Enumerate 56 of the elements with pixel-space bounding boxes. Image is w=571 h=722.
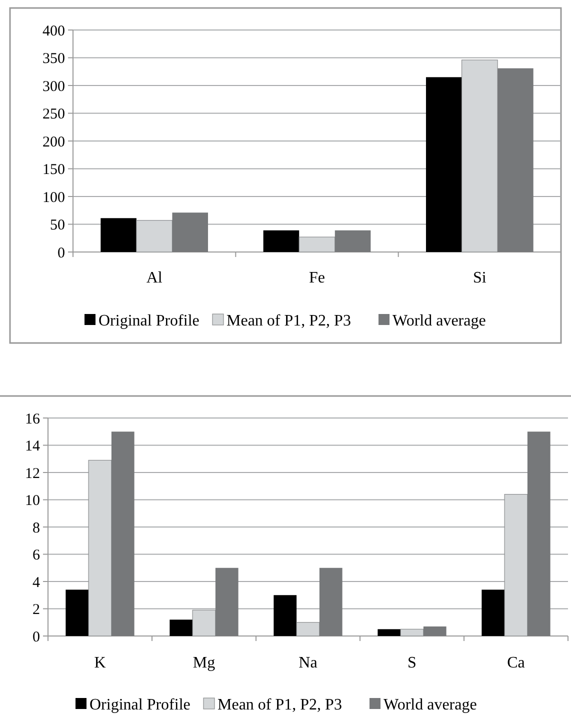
bar	[100, 218, 136, 252]
y-tick-label: 0	[58, 245, 65, 262]
y-tick-label: 250	[42, 106, 65, 122]
bar	[378, 629, 401, 636]
x-tick-label: K	[94, 654, 106, 672]
y-tick-label: 2	[32, 602, 40, 618]
x-tick-label: Mg	[192, 654, 216, 672]
legend-label: Original Profile	[98, 312, 200, 330]
y-tick-label: 0	[32, 629, 40, 646]
y-tick-label: 50	[50, 218, 65, 234]
bar	[334, 230, 371, 252]
bar	[136, 220, 173, 252]
bar	[400, 628, 424, 636]
bar	[170, 620, 193, 636]
y-tick-label: 300	[42, 78, 65, 95]
y-tick-label: 100	[42, 190, 65, 206]
x-tick-label: Fe	[309, 270, 325, 287]
bar	[423, 626, 446, 636]
y-tick-label: 400	[42, 23, 65, 40]
y-tick-label: 4	[32, 574, 40, 591]
y-tick-label: 8	[32, 520, 40, 536]
y-tick-label: 6	[32, 548, 40, 564]
legend-label: World average	[384, 696, 477, 714]
x-tick-label: S	[408, 654, 416, 672]
legend-label: Mean of P1, P2, P3	[218, 696, 342, 714]
x-tick-label: Ca	[507, 654, 525, 672]
x-tick-label: Na	[298, 654, 318, 672]
bar	[482, 590, 505, 636]
y-tick-label: 10	[25, 493, 40, 509]
bar	[88, 460, 112, 636]
legend-label: World average	[392, 312, 486, 330]
bar	[498, 68, 534, 252]
bar	[192, 610, 216, 636]
y-tick-label: 200	[42, 134, 65, 150]
bar	[172, 212, 208, 252]
bar	[263, 230, 300, 252]
bar	[298, 236, 336, 252]
legend-label: Original Profile	[90, 696, 190, 714]
bar	[426, 77, 462, 252]
bar	[319, 568, 342, 636]
bar	[461, 60, 498, 252]
bar	[111, 432, 134, 636]
y-tick-label: 14	[25, 438, 40, 454]
bar	[527, 432, 550, 636]
x-tick-label: Al	[146, 270, 163, 287]
y-tick-label: 12	[25, 466, 40, 482]
bar	[274, 595, 297, 636]
bar	[215, 568, 238, 636]
x-tick-label: Si	[472, 270, 487, 287]
bar	[504, 494, 528, 636]
legend-label: Mean of P1, P2, P3	[226, 312, 351, 330]
y-tick-label: 16	[25, 411, 40, 428]
y-tick-label: 350	[42, 51, 65, 67]
y-tick-label: 150	[42, 162, 65, 178]
bar	[296, 622, 320, 636]
bar	[66, 590, 89, 636]
